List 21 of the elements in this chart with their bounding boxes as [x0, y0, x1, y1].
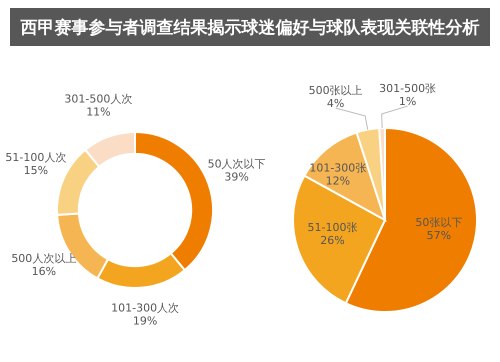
data-label: 11% [86, 105, 111, 118]
slice-label: 51-100张 [308, 221, 358, 234]
slice-label: 301-500人次 [64, 92, 132, 106]
data-label: 16% [32, 264, 56, 278]
slice-label: 101-300张 [309, 161, 366, 174]
data-label: 57% [426, 229, 452, 242]
slice-label: 50张以下 [415, 216, 462, 230]
data-label: 39% [224, 170, 249, 184]
chart-title: 西甲赛事参与者调查结果揭示球迷偏好与球队表现关联性分析 [20, 18, 480, 38]
slice-label: 51-100人次 [5, 151, 66, 164]
slice-label: 301-500张 [379, 82, 436, 96]
slice-label: 500人次以上 [11, 252, 76, 265]
data-label: 1% [398, 95, 416, 108]
slice-label: 500张以上 [308, 84, 363, 98]
data-label: 19% [132, 314, 158, 328]
data-label: 15% [24, 164, 48, 178]
slice-label: 50人次以下 [208, 157, 266, 170]
data-label: 12% [326, 174, 350, 188]
data-label: 26% [320, 234, 345, 248]
data-label: 4% [326, 97, 344, 110]
slice-label: 101-300人次 [111, 302, 180, 315]
